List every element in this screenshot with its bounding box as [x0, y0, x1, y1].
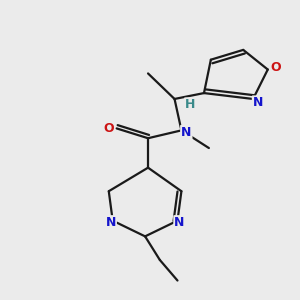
Text: N: N: [253, 96, 263, 110]
Text: N: N: [174, 216, 184, 229]
Text: N: N: [181, 126, 191, 139]
Text: O: O: [270, 61, 281, 74]
Text: O: O: [103, 122, 114, 135]
Text: H: H: [185, 98, 195, 111]
Text: N: N: [106, 216, 116, 229]
